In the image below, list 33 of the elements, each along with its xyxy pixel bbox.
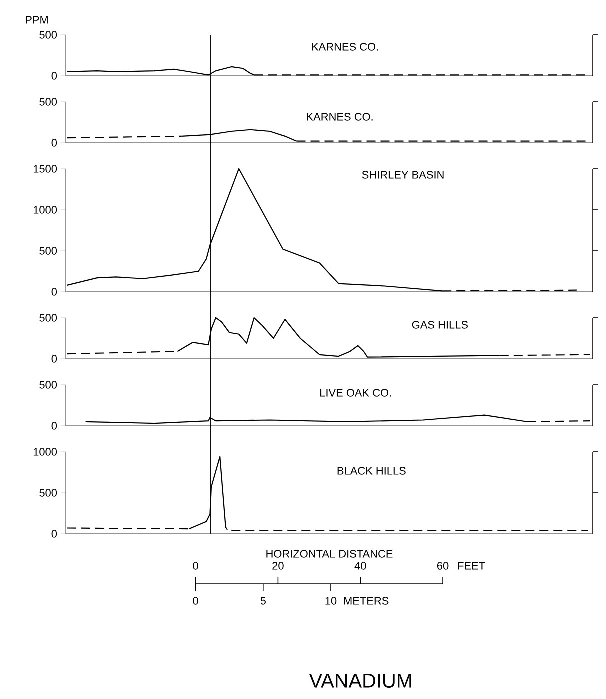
chart-title: SHIRLEY BASIN bbox=[362, 171, 444, 179]
y-tick-label: 0 bbox=[52, 139, 58, 147]
x2-axis-title: METERS bbox=[344, 597, 389, 605]
y-tick-label: 0 bbox=[52, 530, 58, 538]
y-tick-label: 0 bbox=[52, 288, 58, 296]
x-tick-label: 60 bbox=[437, 562, 449, 570]
y-tick-label: 500 bbox=[40, 381, 58, 389]
x-tick-label: 20 bbox=[272, 562, 284, 570]
x2-tick-label: 5 bbox=[260, 597, 266, 605]
text: KARNES CO. bbox=[307, 113, 373, 121]
x-tick-label: 40 bbox=[354, 562, 366, 570]
x-tick-label: 0 bbox=[193, 562, 198, 570]
y-tick-label: 1000 bbox=[34, 206, 58, 214]
y-tick-label: 500 bbox=[40, 98, 58, 106]
x-axis-title: HORIZONTAL DISTANCE bbox=[266, 550, 393, 558]
y-tick-label: 1500 bbox=[34, 165, 58, 173]
text: BLACK HILLS bbox=[338, 467, 406, 475]
y-tick-label: 500 bbox=[40, 489, 58, 497]
y-tick-label: 500 bbox=[40, 247, 58, 255]
y-tick-label: 0 bbox=[52, 72, 58, 80]
text: FEET bbox=[458, 562, 486, 570]
y-tick-label: 500 bbox=[40, 314, 58, 322]
y-axis-title: PPM bbox=[26, 16, 48, 24]
chart-title: GAS HILLS bbox=[412, 321, 468, 329]
y-tick-label: 0 bbox=[52, 355, 58, 363]
chart-title: LIVE OAK CO. bbox=[320, 389, 392, 397]
x2-tick-label: 0 bbox=[193, 597, 198, 605]
text: VANADIUM bbox=[309, 674, 412, 688]
x2-tick-label: 10 bbox=[326, 597, 337, 605]
y-tick-label: 500 bbox=[40, 31, 58, 39]
y-tick-label: 1000 bbox=[34, 448, 58, 456]
y-tick-label: 0 bbox=[52, 422, 58, 430]
text: KARNES CO. bbox=[312, 43, 378, 51]
